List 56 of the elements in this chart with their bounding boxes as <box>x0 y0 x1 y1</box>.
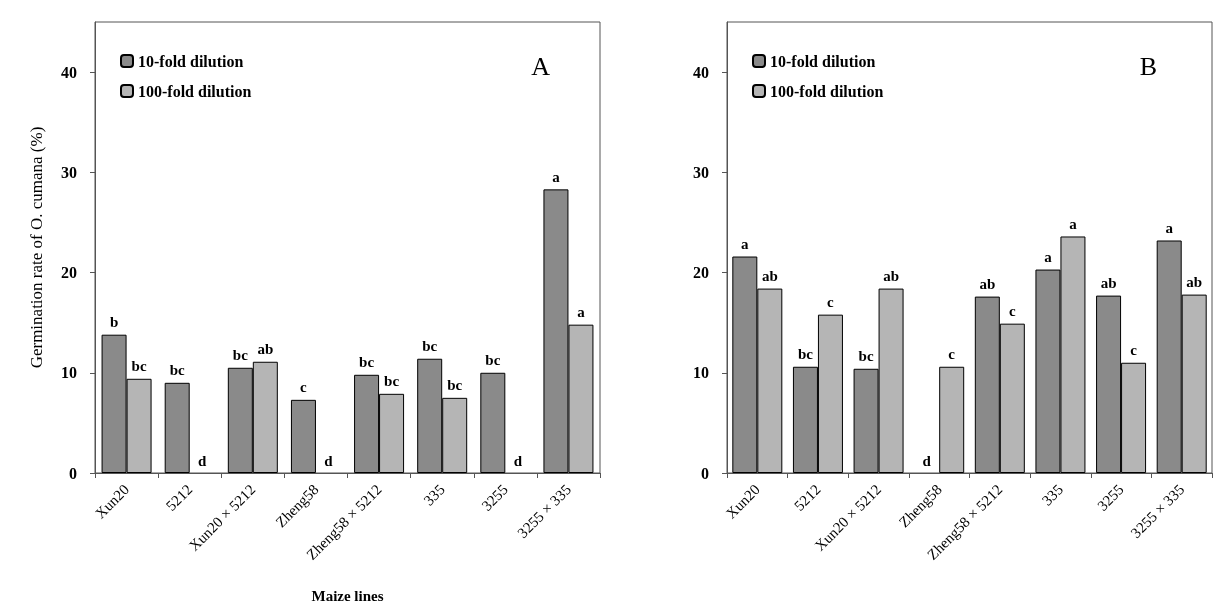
data-label: a <box>577 304 586 321</box>
x-axis-title: Maize lines <box>311 587 384 604</box>
data-label: ab <box>1100 275 1117 292</box>
data-label: ab <box>1186 274 1203 291</box>
data-label: a <box>1165 219 1174 236</box>
text: B <box>1139 51 1157 81</box>
y-tick-label: 0 <box>701 464 709 482</box>
bar <box>290 399 316 473</box>
data-label: a <box>1044 249 1053 266</box>
data-label: bc <box>384 373 400 390</box>
data-label: ab <box>761 268 778 285</box>
data-label: bc <box>797 346 814 363</box>
y-tick-label: 10 <box>61 364 77 382</box>
data-label: bc <box>131 358 147 375</box>
data-label: d <box>324 452 334 469</box>
data-label: c <box>300 379 308 396</box>
data-label: ab <box>883 268 899 285</box>
y-tick-label: 40 <box>61 63 77 81</box>
data-label: bc <box>447 377 463 394</box>
data-label: ab <box>257 341 274 358</box>
data-label: c <box>1008 303 1016 320</box>
data-label: d <box>922 452 932 469</box>
data-label: ab <box>979 276 996 293</box>
y-tick-label: 30 <box>693 163 709 181</box>
legend-label: 10-fold dilution <box>138 52 244 70</box>
data-label: c <box>1130 342 1138 359</box>
bar <box>939 366 965 473</box>
y-axis-title: Germination rate of O. cumana (%) <box>27 126 46 369</box>
data-label: d <box>513 452 523 469</box>
y-tick-label: 0 <box>69 464 77 482</box>
data-label: bc <box>232 347 249 364</box>
data-label: bc <box>359 354 375 371</box>
data-label: a <box>552 168 561 185</box>
x-tick-label: 335 <box>1038 481 1067 509</box>
data-label: bc <box>169 362 186 379</box>
legend-label: 10-fold dilution <box>770 52 876 70</box>
y-tick-label: 40 <box>693 63 709 81</box>
data-label: d <box>198 452 208 469</box>
data-label: b <box>109 314 119 331</box>
data-label: a <box>1069 215 1078 232</box>
text: A <box>531 51 551 81</box>
legend-label: 100-fold dilution <box>770 82 884 100</box>
y-tick-label: 20 <box>693 264 709 282</box>
bar <box>480 372 506 473</box>
y-tick-label: 20 <box>61 264 77 282</box>
data-label: c <box>827 294 835 311</box>
legend-label: 100-fold dilution <box>138 82 252 100</box>
y-tick-label: 10 <box>693 364 709 382</box>
data-label: bc <box>485 352 501 369</box>
data-label: bc <box>422 338 438 355</box>
data-label: bc <box>858 348 874 365</box>
data-label: c <box>948 346 956 363</box>
data-label: a <box>741 236 750 253</box>
y-tick-label: 30 <box>61 163 77 181</box>
bar <box>164 382 190 473</box>
x-tick-label: 335 <box>420 481 448 509</box>
